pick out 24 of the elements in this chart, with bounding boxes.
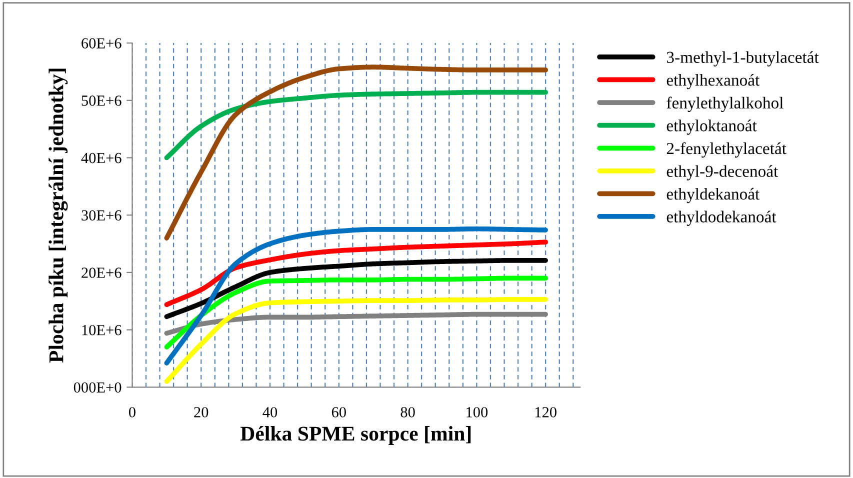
legend-label: ethyldekanoát: [666, 188, 760, 204]
legend-label: 2-fenylethylacetát: [666, 142, 786, 158]
legend-label: fenylethylalkohol: [666, 96, 784, 112]
x-axis-title: Délka SPME sorpce [min]: [240, 426, 471, 445]
x-tick-label: 100: [466, 407, 488, 418]
x-tick-label: 0: [128, 407, 136, 418]
y-tick-label: 20E+6: [82, 268, 122, 278]
legend-label: ethyloktanoát: [666, 120, 757, 135]
legend-label: 3-methyl-1-butylacetát: [666, 51, 819, 66]
x-tick-label: 80: [400, 407, 415, 418]
y-tick-label: 50E+6: [82, 96, 122, 106]
legend-label: ethylhexanoát: [666, 74, 760, 90]
y-tick-label: 10E+6: [82, 324, 122, 336]
x-tick-label: 40: [262, 407, 278, 418]
x-tick-label: 120: [535, 407, 556, 418]
y-tick-label: 40E+6: [81, 152, 122, 164]
y-tick-label: 000E+0: [74, 382, 122, 393]
y-axis-title: Plocha píku [integrální jednotky]: [48, 68, 68, 363]
legend-label: ethyldodekanoát: [666, 210, 776, 226]
x-tick-label: 20: [194, 407, 208, 418]
y-tick-label: 60E+6: [82, 38, 122, 48]
x-tick-label: 60: [332, 407, 346, 418]
legend-label: ethyl-9-decenoát: [666, 165, 778, 180]
y-tick-label: 30E+6: [82, 210, 122, 221]
